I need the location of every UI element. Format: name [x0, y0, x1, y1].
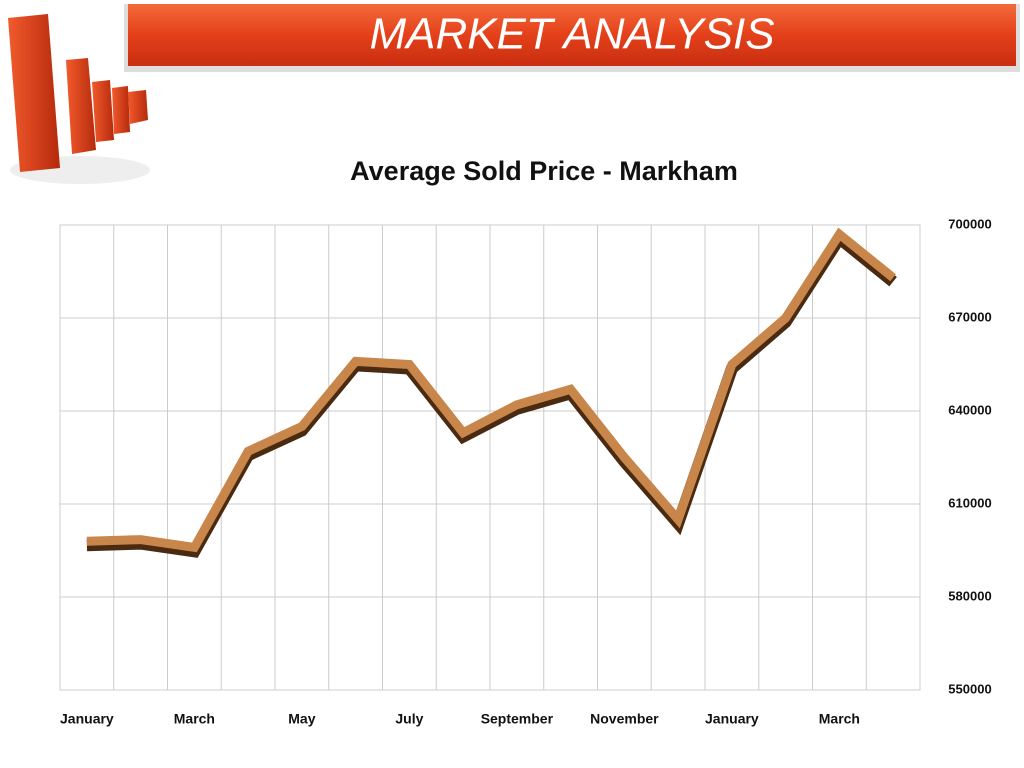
- x-tick-label: September: [481, 711, 554, 727]
- x-tick-label: July: [395, 711, 423, 727]
- y-tick-label: 550000: [948, 681, 991, 696]
- x-tick-label: March: [819, 711, 860, 727]
- y-tick-label: 670000: [948, 309, 991, 324]
- logo-icon: [8, 14, 150, 184]
- x-tick-label: May: [288, 711, 315, 727]
- banner: [128, 4, 1016, 66]
- x-tick-label: November: [590, 711, 659, 727]
- y-tick-label: 700000: [948, 216, 991, 231]
- line: [86, 227, 896, 553]
- y-tick-label: 610000: [948, 495, 991, 510]
- chart-title: Average Sold Price - Markham: [350, 156, 738, 186]
- slide-title: MARKET ANALYSIS: [369, 10, 774, 59]
- x-tick-label: March: [174, 711, 215, 727]
- x-tick-label: January: [60, 711, 114, 727]
- y-tick-label: 640000: [948, 402, 991, 417]
- y-tick-label: 580000: [948, 588, 991, 603]
- x-tick-label: January: [705, 711, 759, 727]
